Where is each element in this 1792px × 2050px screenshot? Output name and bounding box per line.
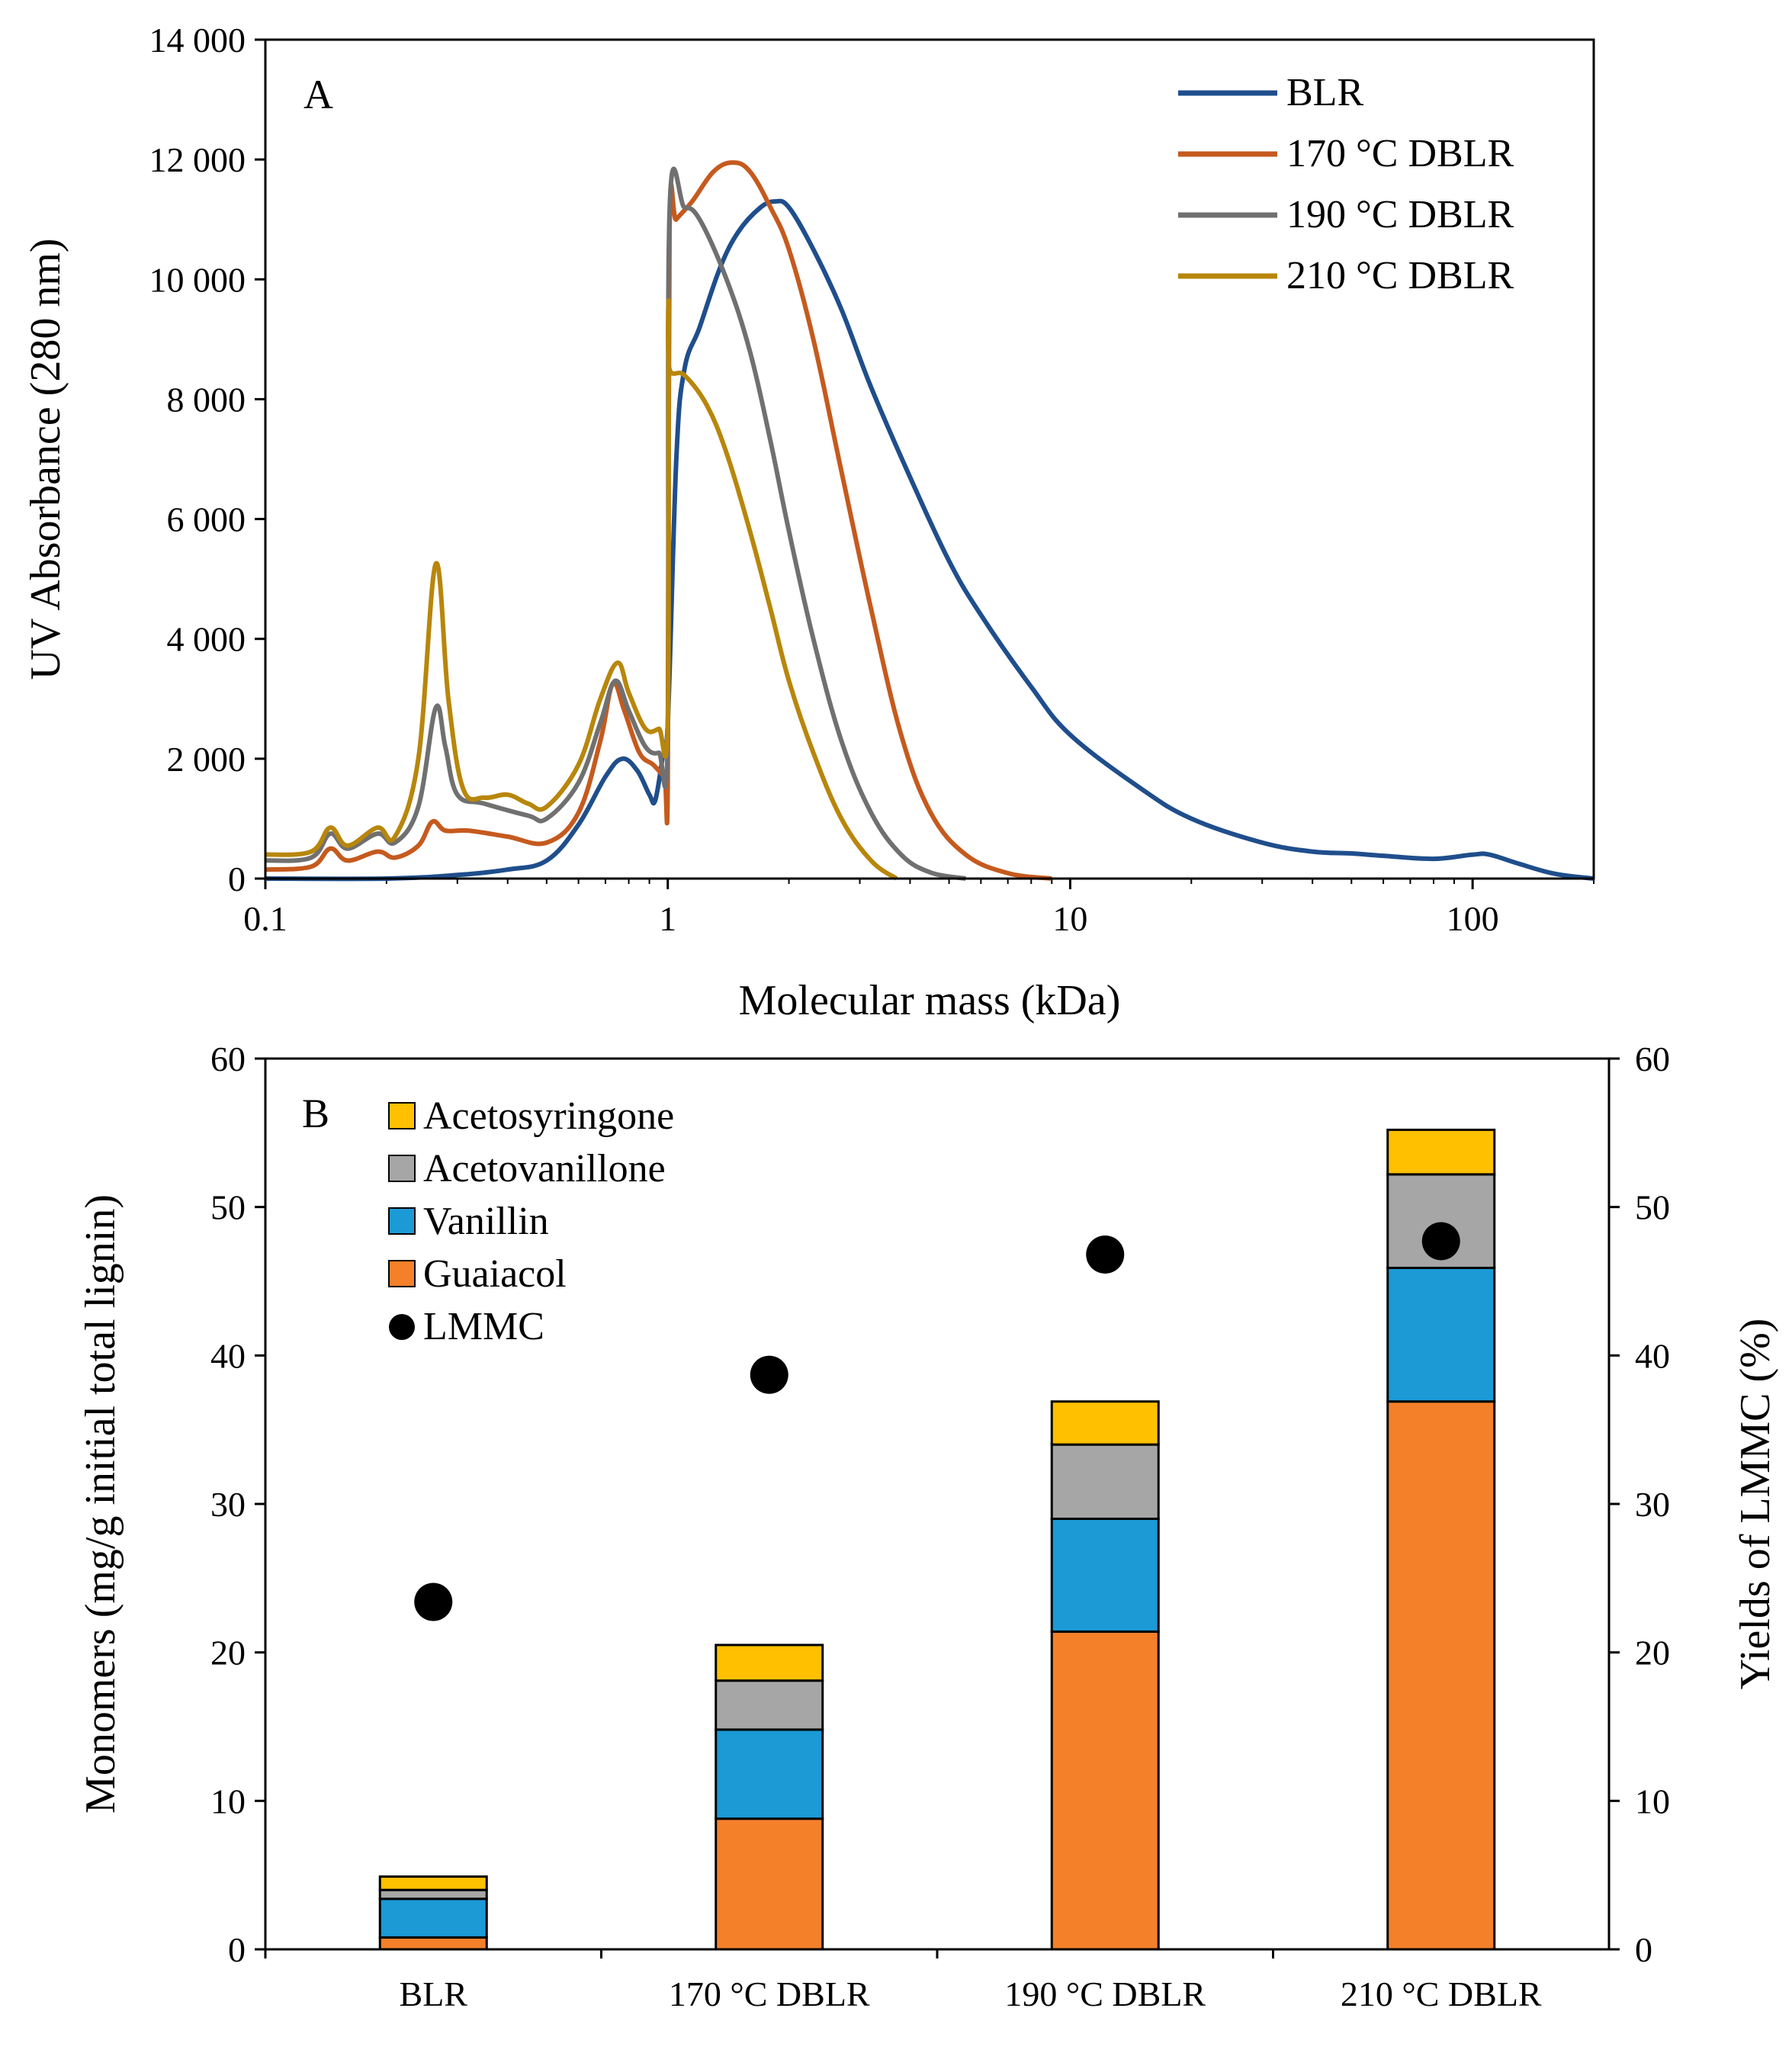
panel-a-x-tick-label: 100 bbox=[1447, 899, 1499, 938]
panel-a-legend: BLR 170 °C DBLR 190 °C DBLR 210 °C DBLR bbox=[1178, 71, 1514, 297]
bar-segment-vanillin bbox=[1386, 1266, 1496, 1403]
bar-segment-guaiacol bbox=[1386, 1400, 1496, 1951]
panel-b-lmmc-points bbox=[414, 1222, 1460, 1621]
panel-a-y-tick-label: 8 000 bbox=[167, 380, 246, 419]
bar-segment-guaiacol bbox=[1050, 1630, 1160, 1951]
series-line-190-c-dblr bbox=[265, 166, 966, 881]
panel-a-y-tick-label: 14 000 bbox=[149, 21, 246, 59]
legend-swatch bbox=[388, 1207, 416, 1235]
panel-b-ticks: 0 10 20 30 40 50 60 0 10 20 30 40 50 60 BLR 170 °C DBLR… bbox=[210, 1039, 1670, 2013]
legend-label: LMMC bbox=[423, 1305, 544, 1348]
panel-b-x-tick-label: 210 °C DBLR bbox=[1341, 1974, 1542, 2013]
legend-label: Acetosyringone bbox=[423, 1094, 674, 1138]
bar-segment-acetovanillone bbox=[378, 1888, 488, 1901]
legend-swatch bbox=[388, 1155, 416, 1182]
legend-label: Guaiacol bbox=[423, 1252, 567, 1296]
bar-segment-vanillin bbox=[1050, 1517, 1160, 1633]
panel-b-y2-tick-label: 0 bbox=[1635, 1930, 1652, 1969]
series-line-blr bbox=[265, 198, 1594, 882]
panel-b-y2-tick-label: 10 bbox=[1635, 1782, 1670, 1820]
panel-b-label: B bbox=[302, 1091, 329, 1136]
bar-segment-vanillin bbox=[715, 1728, 824, 1820]
lmmc-point bbox=[414, 1582, 453, 1621]
legend-swatch bbox=[389, 1314, 415, 1340]
legend-swatch bbox=[388, 1260, 416, 1287]
panel-b-y-tick-label: 50 bbox=[210, 1188, 246, 1227]
bar-segment-guaiacol bbox=[715, 1817, 824, 1951]
panel-a-y-tick-label: 12 000 bbox=[149, 140, 246, 179]
panel-b-y-tick-label: 60 bbox=[210, 1039, 246, 1078]
legend-label: BLR bbox=[1286, 71, 1363, 114]
lmmc-point bbox=[750, 1355, 788, 1394]
legend-label: Vanillin bbox=[423, 1200, 549, 1243]
panel-a-series bbox=[265, 160, 1594, 882]
series-line-170-c-dblr bbox=[265, 160, 1052, 881]
panel-a-y-tick-label: 4 000 bbox=[167, 620, 246, 659]
panel-b-bars bbox=[378, 1128, 1496, 1951]
panel-a-x-tick-label: 1 bbox=[659, 899, 676, 938]
panel-a-y-axis-label: UV Absorbance (280 nm) bbox=[22, 238, 69, 680]
lmmc-point bbox=[1421, 1222, 1460, 1261]
panel-b-legend: Acetosyringone Acetovanillone Vanillin Guai… bbox=[388, 1094, 674, 1348]
legend-label: Acetovanillone bbox=[423, 1147, 666, 1190]
panel-b-y2-tick-label: 40 bbox=[1635, 1336, 1670, 1375]
panel-b-x-tick-label: 170 °C DBLR bbox=[669, 1974, 870, 2013]
bar-segment-vanillin bbox=[378, 1897, 488, 1939]
bar-segment-guaiacol bbox=[378, 1936, 488, 1951]
bar-segment-acetovanillone bbox=[1050, 1443, 1160, 1520]
bar-segment-acetosyringone bbox=[1050, 1400, 1160, 1446]
panel-b-y-tick-label: 0 bbox=[228, 1930, 246, 1969]
panel-a-plot-frame bbox=[264, 38, 1595, 880]
panel-b-y2-tick-label: 20 bbox=[1635, 1634, 1670, 1672]
panel-b-y2-axis-label: Yields of LMMC (%) bbox=[1732, 1319, 1779, 1690]
panel-a-y-tick-label: 0 bbox=[228, 860, 246, 898]
panel-a-ticks: 0 2 000 4 000 6 000 8 000 10 000 12 000 14 000 0… bbox=[149, 21, 1594, 938]
panel-a-y-tick-label: 6 000 bbox=[167, 500, 246, 539]
panel-a: 0 2 000 4 000 6 000 8 000 10 000 12 000 14 000 0… bbox=[22, 21, 1595, 1024]
panel-a-x-axis-label: Molecular mass (kDa) bbox=[739, 977, 1121, 1024]
panel-b-y-tick-label: 10 bbox=[210, 1782, 246, 1820]
lmmc-point bbox=[1086, 1235, 1125, 1274]
bar-segment-acetosyringone bbox=[378, 1875, 488, 1891]
panel-a-y-tick-label: 10 000 bbox=[149, 260, 246, 299]
legend-swatch bbox=[388, 1102, 416, 1129]
legend-label: 210 °C DBLR bbox=[1286, 254, 1514, 297]
panel-a-x-tick-label: 0.1 bbox=[243, 899, 287, 938]
panel-b-y2-tick-label: 30 bbox=[1635, 1485, 1670, 1524]
legend-label: 190 °C DBLR bbox=[1286, 193, 1514, 236]
bar-segment-acetovanillone bbox=[715, 1679, 824, 1731]
panel-b: 0 10 20 30 40 50 60 0 10 20 30 40 50 60 BLR 170 °C DBLR… bbox=[77, 1039, 1779, 2013]
panel-b-plot-frame bbox=[264, 1057, 1611, 1951]
panel-b-y2-tick-label: 60 bbox=[1635, 1039, 1670, 1078]
bar-segment-acetosyringone bbox=[1386, 1128, 1496, 1176]
panel-a-x-tick-label: 10 bbox=[1052, 899, 1087, 938]
panel-a-y-tick-label: 2 000 bbox=[167, 740, 246, 779]
panel-b-y-tick-label: 30 bbox=[210, 1485, 246, 1524]
panel-b-y-tick-label: 40 bbox=[210, 1336, 246, 1375]
series-line-210-c-dblr bbox=[265, 298, 898, 881]
panel-b-x-tick-label: 190 °C DBLR bbox=[1004, 1974, 1206, 2013]
legend-label: 170 °C DBLR bbox=[1286, 132, 1514, 175]
panel-a-label: A bbox=[303, 72, 333, 117]
panel-b-y2-tick-label: 50 bbox=[1635, 1188, 1670, 1227]
panel-b-x-tick-label: BLR bbox=[400, 1974, 468, 2013]
bar-segment-acetosyringone bbox=[715, 1644, 824, 1682]
panel-b-y-axis-label: Monomers (mg/g initial total lignin) bbox=[77, 1194, 124, 1814]
panel-b-y-tick-label: 20 bbox=[210, 1634, 246, 1672]
